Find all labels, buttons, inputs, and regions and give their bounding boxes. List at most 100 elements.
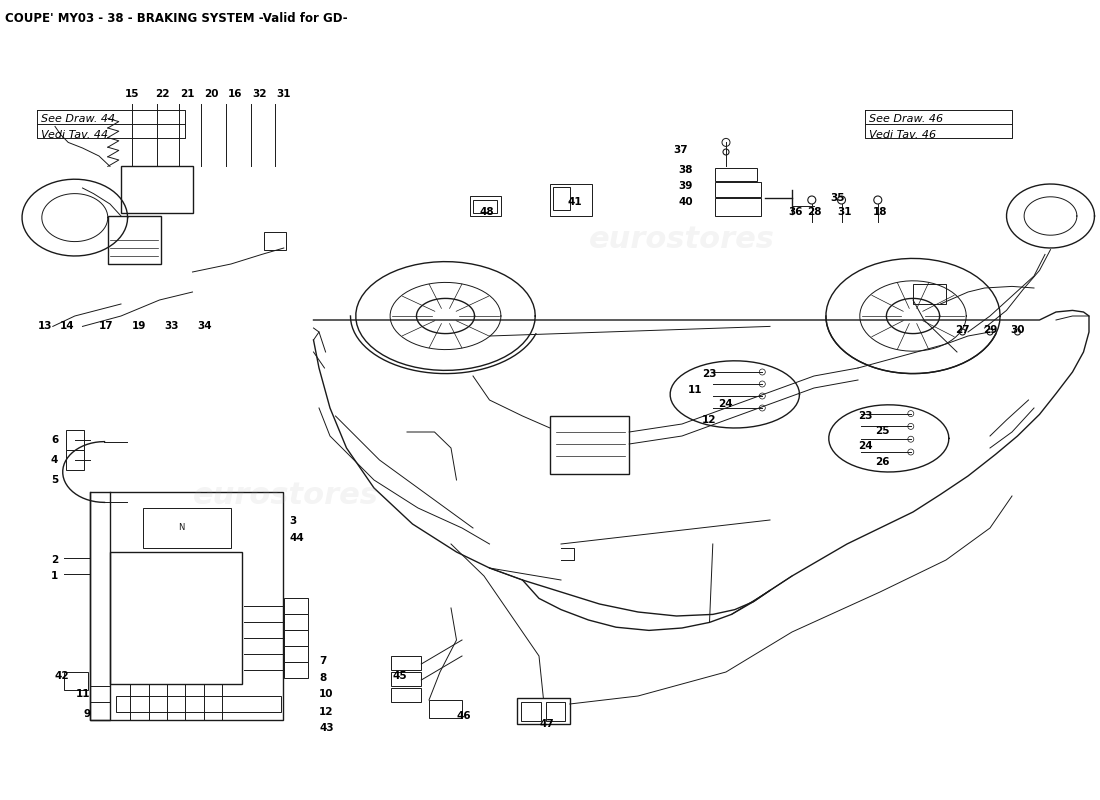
Bar (64, 672, 88, 690)
Text: 3: 3 (289, 516, 297, 526)
Bar (715, 198, 761, 216)
Circle shape (987, 329, 993, 335)
Text: 26: 26 (876, 457, 890, 466)
Text: 11: 11 (76, 690, 90, 699)
Circle shape (908, 410, 914, 417)
Text: COUPE' MY03 - 38 - BRAKING SYSTEM -Valid for GD-: COUPE' MY03 - 38 - BRAKING SYSTEM -Valid… (6, 12, 348, 25)
Circle shape (908, 423, 914, 430)
Text: 16: 16 (228, 90, 243, 99)
Bar (110, 552, 242, 684)
Bar (284, 662, 308, 678)
Text: 12: 12 (319, 707, 333, 717)
Text: 8: 8 (319, 673, 327, 682)
Bar (284, 614, 308, 630)
Text: 30: 30 (1010, 325, 1025, 334)
Text: 13: 13 (39, 322, 53, 331)
Text: 5: 5 (51, 475, 58, 485)
Text: 42: 42 (55, 671, 69, 681)
Bar (517, 698, 570, 724)
Bar (470, 196, 500, 216)
Text: See Draw. 46: See Draw. 46 (869, 114, 943, 124)
Text: 2: 2 (51, 555, 58, 565)
Circle shape (722, 138, 730, 146)
Text: 22: 22 (155, 90, 170, 99)
Circle shape (837, 196, 846, 204)
Text: 18: 18 (872, 207, 888, 217)
Text: 39: 39 (679, 181, 693, 190)
Bar (550, 184, 592, 216)
Bar (121, 166, 192, 213)
Text: 34: 34 (198, 322, 212, 331)
Text: 4: 4 (51, 455, 58, 465)
Bar (473, 200, 497, 213)
Bar (90, 492, 283, 720)
Bar (116, 696, 280, 712)
Text: 17: 17 (99, 322, 113, 331)
Text: 12: 12 (702, 415, 716, 425)
Circle shape (908, 449, 914, 455)
Bar (521, 702, 541, 721)
Text: 21: 21 (179, 90, 195, 99)
Circle shape (723, 149, 729, 155)
Text: 27: 27 (955, 325, 970, 334)
Circle shape (959, 329, 966, 335)
Text: 47: 47 (539, 719, 553, 729)
Text: 31: 31 (276, 90, 292, 99)
Text: 11: 11 (688, 386, 702, 395)
Text: 48: 48 (480, 207, 495, 217)
Bar (550, 416, 629, 474)
Text: 36: 36 (789, 207, 803, 217)
Bar (553, 187, 570, 210)
Text: 23: 23 (858, 411, 872, 421)
Bar (715, 168, 757, 181)
Circle shape (873, 196, 882, 204)
Text: 25: 25 (876, 426, 890, 436)
Text: 43: 43 (319, 723, 333, 733)
Text: 20: 20 (204, 90, 219, 99)
Bar (284, 646, 308, 662)
Bar (108, 216, 161, 264)
Circle shape (1014, 329, 1021, 335)
Text: 38: 38 (679, 165, 693, 174)
Text: 46: 46 (456, 711, 471, 721)
Circle shape (759, 393, 766, 399)
Circle shape (807, 196, 816, 204)
Text: 28: 28 (806, 207, 822, 217)
Text: 19: 19 (132, 322, 146, 331)
Text: 33: 33 (165, 322, 179, 331)
Text: 31: 31 (837, 207, 852, 217)
Text: eurostores: eurostores (194, 482, 378, 510)
Text: Vedi Tav. 44: Vedi Tav. 44 (41, 130, 108, 139)
Bar (390, 672, 421, 686)
Bar (390, 688, 421, 702)
Text: N: N (178, 523, 185, 533)
Text: 1: 1 (51, 571, 58, 581)
Text: 41: 41 (568, 197, 583, 206)
Text: eurostores: eurostores (590, 226, 774, 254)
Circle shape (759, 405, 766, 411)
Text: 15: 15 (124, 90, 140, 99)
Bar (546, 702, 565, 721)
Text: 10: 10 (319, 690, 333, 699)
Text: 7: 7 (319, 656, 327, 666)
Text: 9: 9 (84, 709, 90, 718)
Bar (913, 284, 946, 304)
Text: 35: 35 (830, 194, 845, 203)
Text: 24: 24 (858, 442, 872, 451)
Text: 44: 44 (289, 533, 304, 542)
Circle shape (759, 369, 766, 375)
Bar (284, 598, 308, 614)
Text: 29: 29 (982, 325, 998, 334)
Text: See Draw. 44: See Draw. 44 (41, 114, 114, 124)
Text: 37: 37 (673, 146, 688, 155)
Text: 24: 24 (718, 399, 733, 409)
Text: 14: 14 (60, 322, 75, 331)
Text: 45: 45 (393, 671, 407, 681)
Bar (390, 656, 421, 670)
Circle shape (759, 381, 766, 387)
Bar (143, 508, 231, 548)
Text: 23: 23 (702, 370, 716, 379)
Text: 40: 40 (679, 197, 693, 206)
Bar (66, 430, 84, 450)
Text: 6: 6 (51, 435, 58, 445)
